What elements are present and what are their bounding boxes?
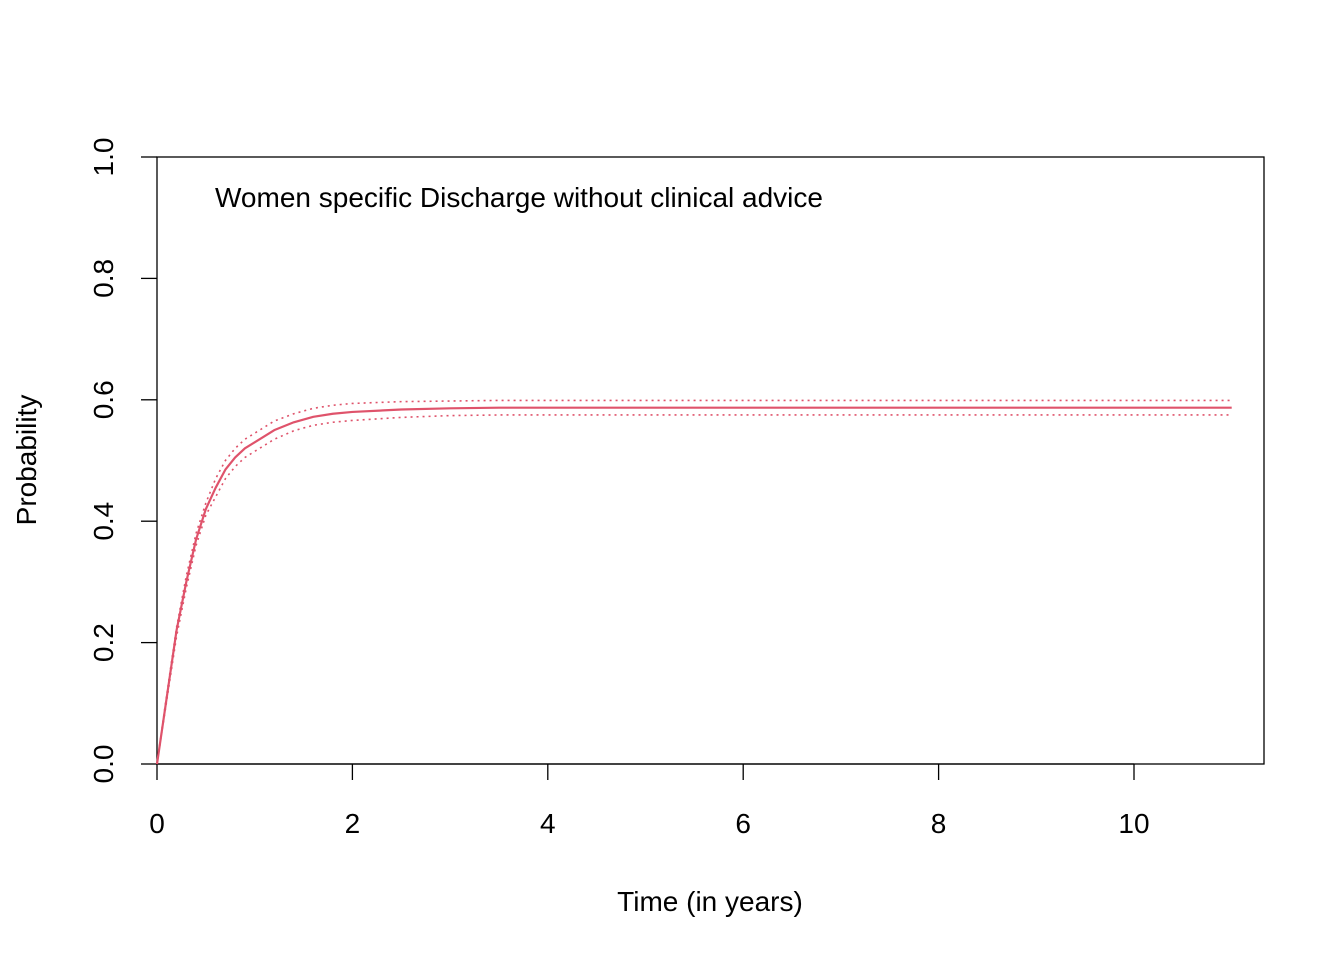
x-tick-label: 8: [931, 808, 947, 839]
x-tick-label: 2: [345, 808, 361, 839]
y-tick-label: 0.0: [88, 745, 119, 784]
series-confidence-band-line: [156, 399, 1232, 765]
plot-frame: [156, 156, 1265, 765]
x-tick-label: 4: [540, 808, 556, 839]
x-axis: 0 2 4 6 8 10: [149, 763, 1150, 839]
y-tick-label: 1.0: [88, 138, 119, 177]
y-tick-label: 0.2: [88, 623, 119, 662]
x-tick-label: 10: [1118, 808, 1149, 839]
y-axis-title: Probability: [11, 395, 42, 526]
x-tick-label: 0: [149, 808, 165, 839]
y-tick-label: 0.6: [88, 380, 119, 419]
series-estimate-line: [155, 406, 1232, 765]
plot-annotation: Women specific Discharge without clinica…: [215, 182, 823, 213]
y-tick-label: 0.8: [88, 259, 119, 298]
y-axis: 0.0 0.2 0.4 0.6 0.8 1.0: [88, 138, 157, 784]
y-tick-label: 0.4: [88, 502, 119, 541]
series-confidence-band-line: [156, 414, 1232, 765]
x-axis-title: Time (in years): [617, 886, 803, 917]
x-tick-label: 6: [735, 808, 751, 839]
series-layer: [155, 399, 1232, 765]
